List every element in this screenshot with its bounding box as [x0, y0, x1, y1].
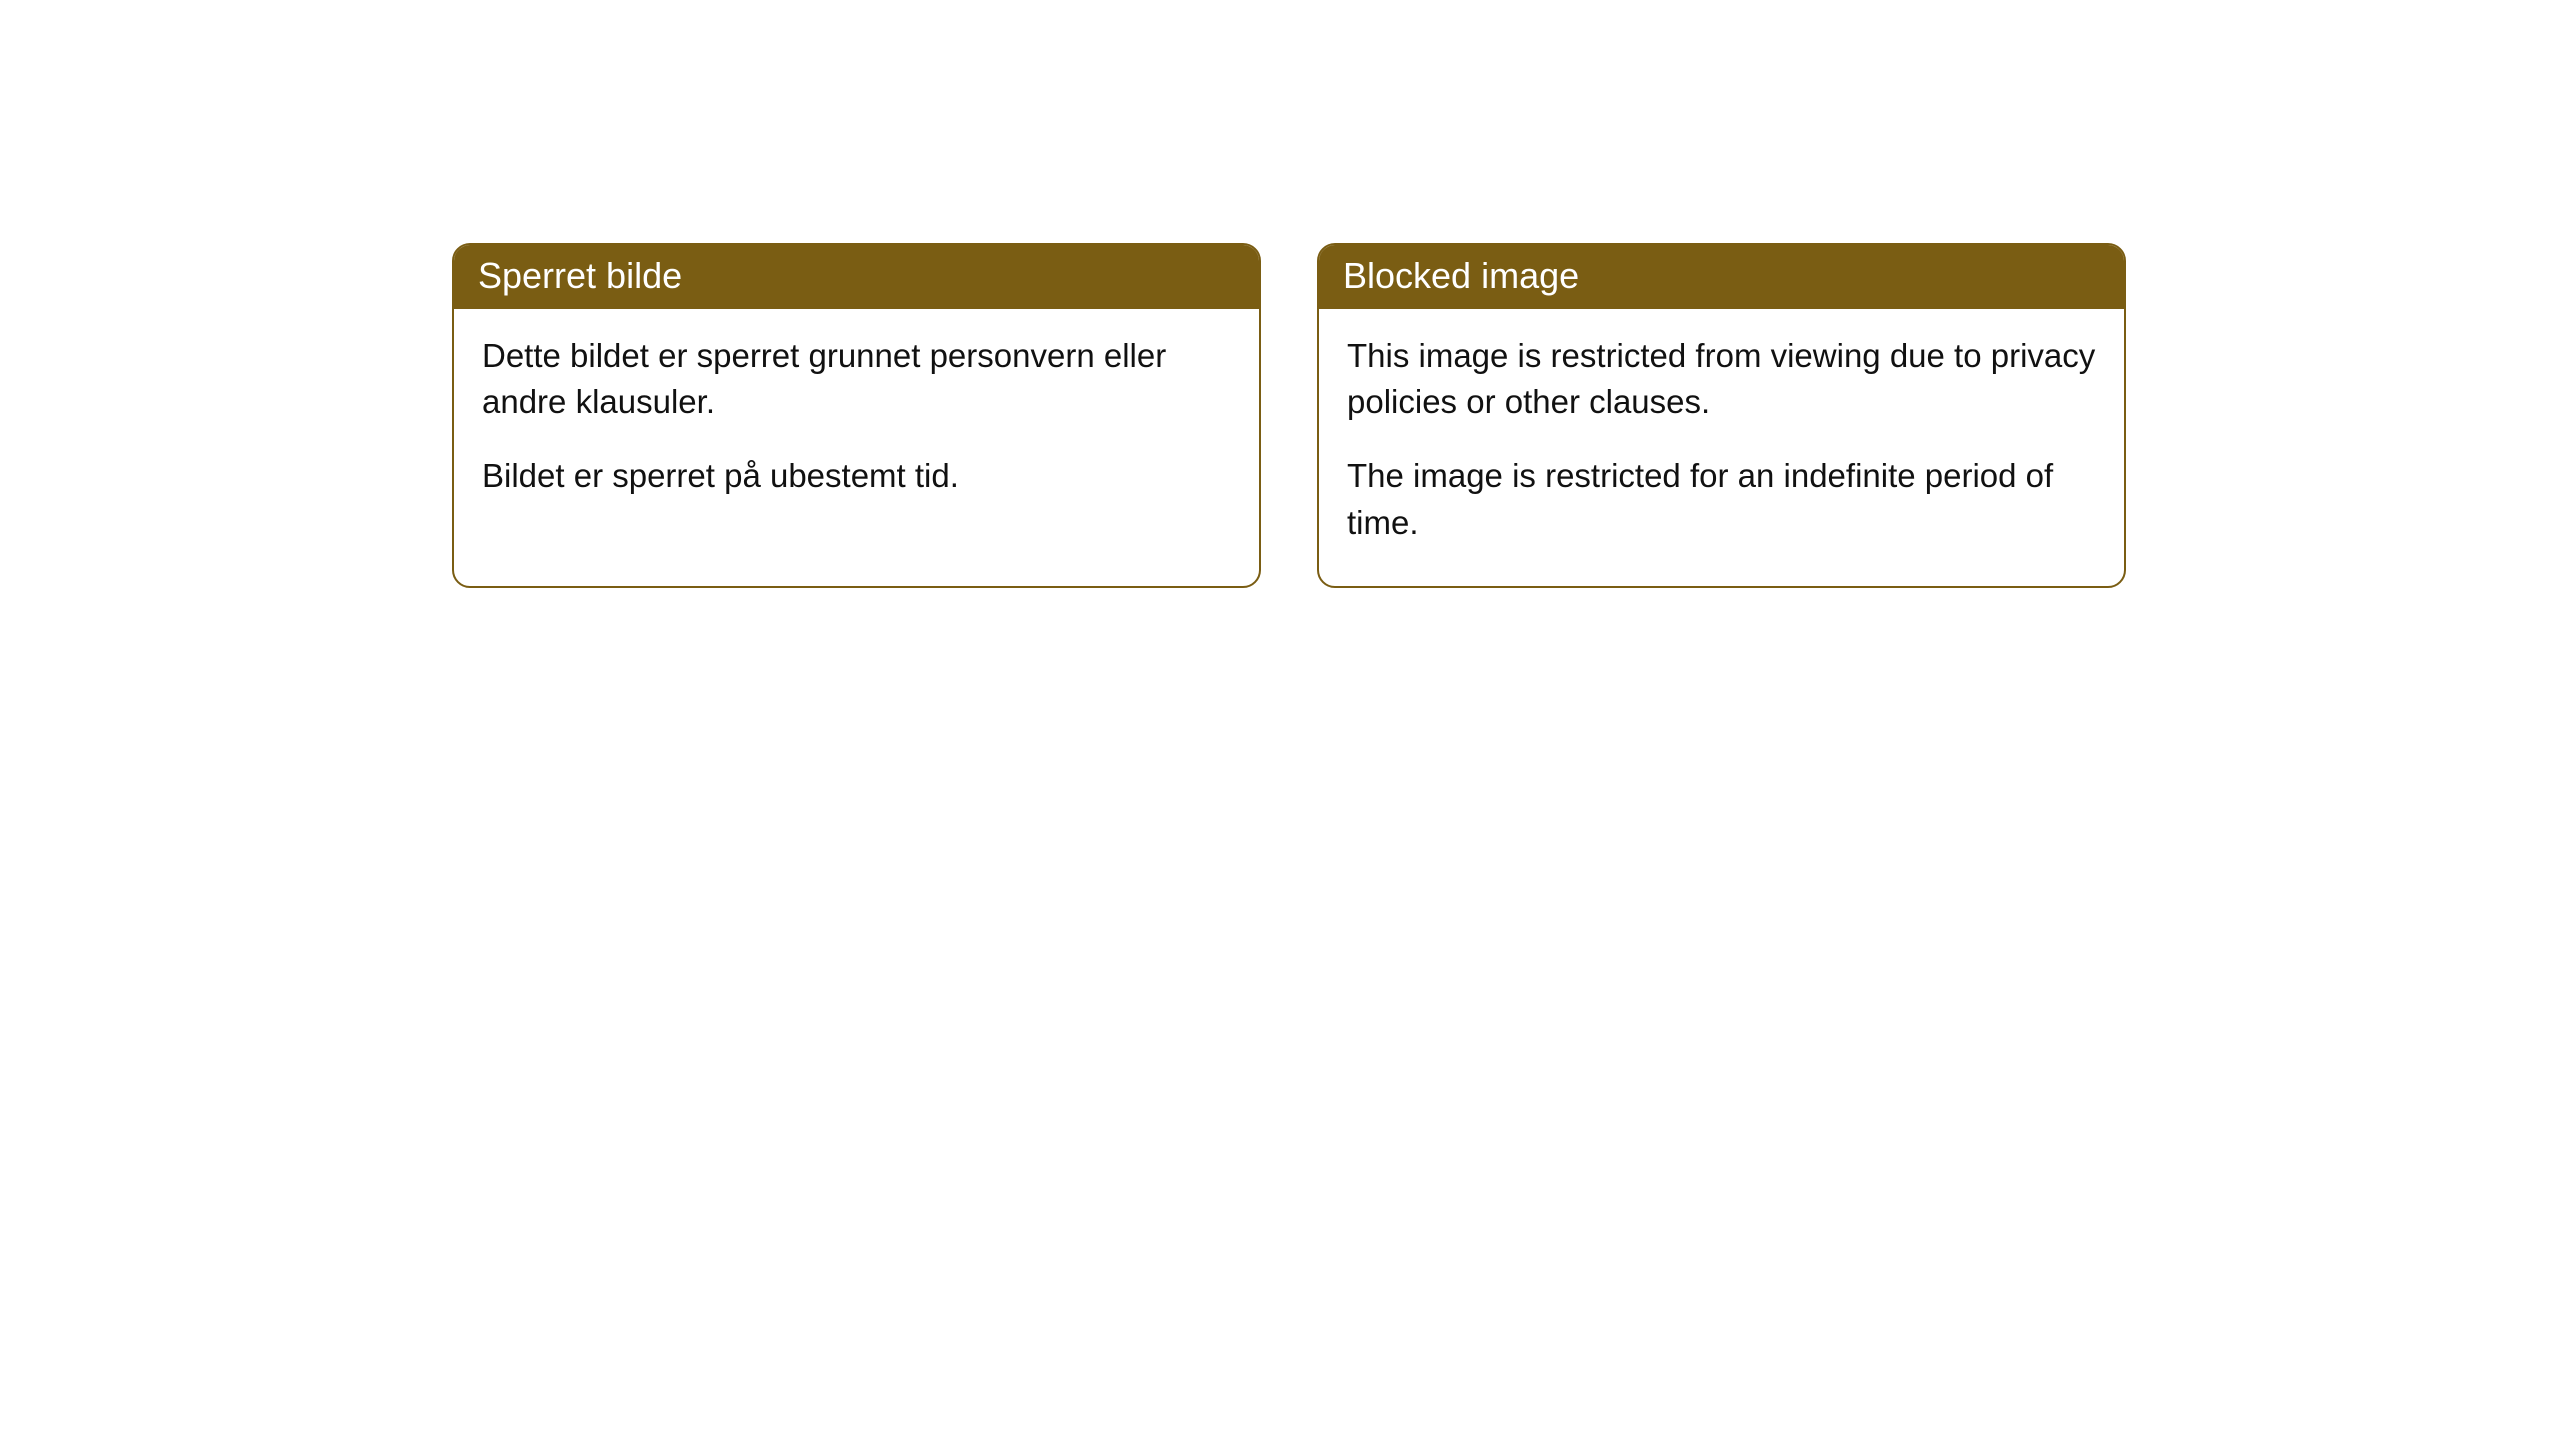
card-paragraph: Dette bildet er sperret grunnet personve…: [482, 333, 1231, 425]
notice-card-english: Blocked image This image is restricted f…: [1317, 243, 2126, 588]
card-title: Blocked image: [1343, 255, 1579, 296]
card-paragraph: Bildet er sperret på ubestemt tid.: [482, 453, 1231, 499]
card-header: Blocked image: [1319, 245, 2124, 309]
notice-card-norwegian: Sperret bilde Dette bildet er sperret gr…: [452, 243, 1261, 588]
card-header: Sperret bilde: [454, 245, 1259, 309]
card-body: This image is restricted from viewing du…: [1319, 309, 2124, 586]
notice-cards-container: Sperret bilde Dette bildet er sperret gr…: [452, 243, 2126, 588]
card-paragraph: This image is restricted from viewing du…: [1347, 333, 2096, 425]
card-title: Sperret bilde: [478, 255, 682, 296]
card-paragraph: The image is restricted for an indefinit…: [1347, 453, 2096, 545]
card-body: Dette bildet er sperret grunnet personve…: [454, 309, 1259, 540]
